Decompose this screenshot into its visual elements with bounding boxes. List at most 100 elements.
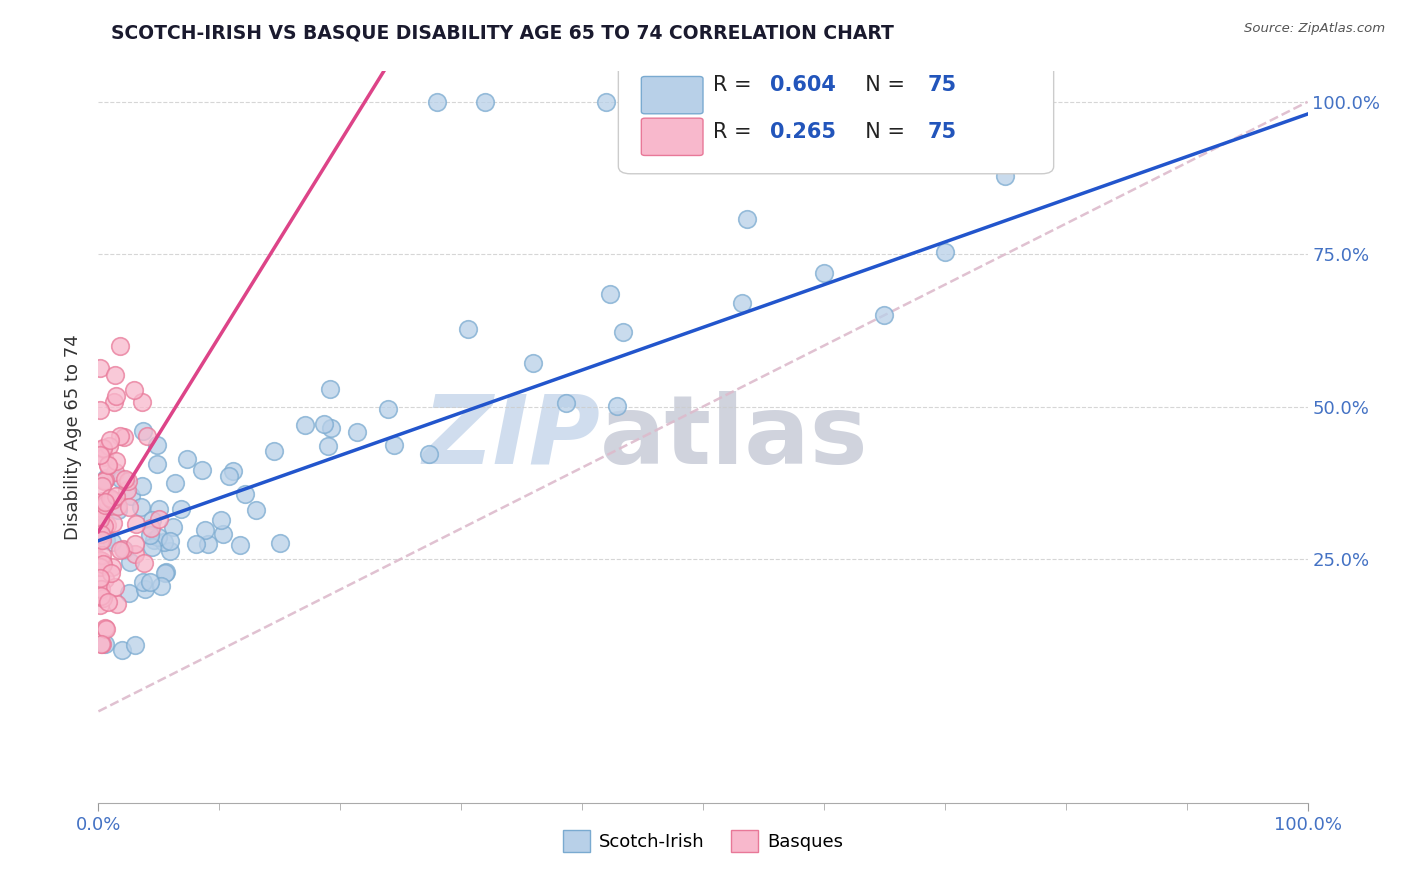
Point [418, 447, 440, 461]
Point [994, 169, 1017, 183]
Y-axis label: Disability Age 65 to 74: Disability Age 65 to 74 [65, 334, 83, 540]
Point [94, 473, 117, 487]
Point [139, 574, 162, 589]
Point [93, 475, 115, 489]
Point [91, 533, 114, 548]
Point [112, 430, 135, 444]
Point [91, 479, 114, 493]
Point [169, 501, 191, 516]
Point [104, 465, 127, 479]
Point [194, 523, 217, 537]
Point [152, 535, 174, 549]
Point [93, 518, 115, 533]
Point [159, 534, 181, 549]
Point [89, 361, 111, 376]
Point [319, 382, 342, 396]
Point [731, 296, 754, 310]
Legend: Scotch-Irish, Basques: Scotch-Irish, Basques [555, 823, 851, 860]
Point [176, 451, 198, 466]
Point [94, 622, 117, 636]
Text: SCOTCH-IRISH VS BASQUE DISABILITY AGE 65 TO 74 CORRELATION CHART: SCOTCH-IRISH VS BASQUE DISABILITY AGE 65… [111, 23, 893, 42]
Point [110, 472, 132, 486]
Point [426, 95, 449, 109]
Point [91, 591, 114, 605]
Point [94, 637, 117, 651]
Point [139, 521, 162, 535]
Point [101, 492, 124, 507]
Point [145, 457, 167, 471]
Point [159, 544, 181, 558]
FancyBboxPatch shape [641, 77, 703, 114]
Point [111, 643, 134, 657]
Point [148, 512, 170, 526]
Point [100, 566, 122, 580]
Point [595, 95, 617, 109]
Point [209, 513, 232, 527]
Point [131, 479, 153, 493]
Point [91, 442, 114, 456]
Point [103, 516, 125, 531]
Point [101, 559, 124, 574]
Text: 75: 75 [928, 75, 957, 95]
Point [111, 541, 134, 556]
Point [129, 500, 152, 515]
Point [89, 508, 111, 523]
Point [94, 533, 117, 548]
Point [131, 395, 153, 409]
Point [101, 492, 124, 507]
Point [94, 495, 117, 509]
Point [90, 527, 112, 541]
Point [155, 566, 177, 581]
Point [377, 401, 399, 416]
Text: N =: N = [852, 75, 911, 95]
Point [104, 580, 127, 594]
Point [218, 469, 240, 483]
Point [117, 475, 139, 489]
Point [146, 530, 169, 544]
Point [89, 534, 111, 549]
Point [89, 512, 111, 526]
Point [124, 638, 146, 652]
Point [934, 245, 956, 260]
Point [211, 527, 233, 541]
Point [93, 621, 115, 635]
Point [105, 454, 128, 468]
Point [184, 537, 207, 551]
Point [98, 433, 121, 447]
Text: R =: R = [713, 75, 758, 95]
Point [221, 464, 243, 478]
Point [90, 589, 112, 603]
Text: atlas: atlas [600, 391, 869, 483]
Point [90, 637, 112, 651]
Point [107, 503, 129, 517]
Point [89, 560, 111, 574]
Point [96, 494, 118, 508]
FancyBboxPatch shape [641, 118, 703, 155]
Point [631, 95, 654, 109]
Point [346, 425, 368, 439]
Point [314, 417, 336, 431]
Point [94, 471, 117, 485]
Point [97, 594, 120, 608]
Point [605, 399, 627, 413]
Point [117, 500, 139, 515]
Point [735, 211, 758, 226]
Point [132, 425, 155, 439]
Point [150, 579, 173, 593]
Point [120, 489, 142, 503]
Point [94, 498, 117, 512]
Point [599, 287, 621, 301]
Point [97, 458, 120, 472]
Point [162, 520, 184, 534]
Point [197, 537, 219, 551]
Point [474, 95, 496, 109]
Point [91, 637, 114, 651]
Point [143, 533, 166, 548]
Point [107, 499, 129, 513]
Point [112, 543, 135, 558]
Point [124, 537, 146, 551]
Point [91, 558, 114, 572]
Point [118, 586, 141, 600]
Point [134, 582, 156, 596]
Point [132, 575, 155, 590]
